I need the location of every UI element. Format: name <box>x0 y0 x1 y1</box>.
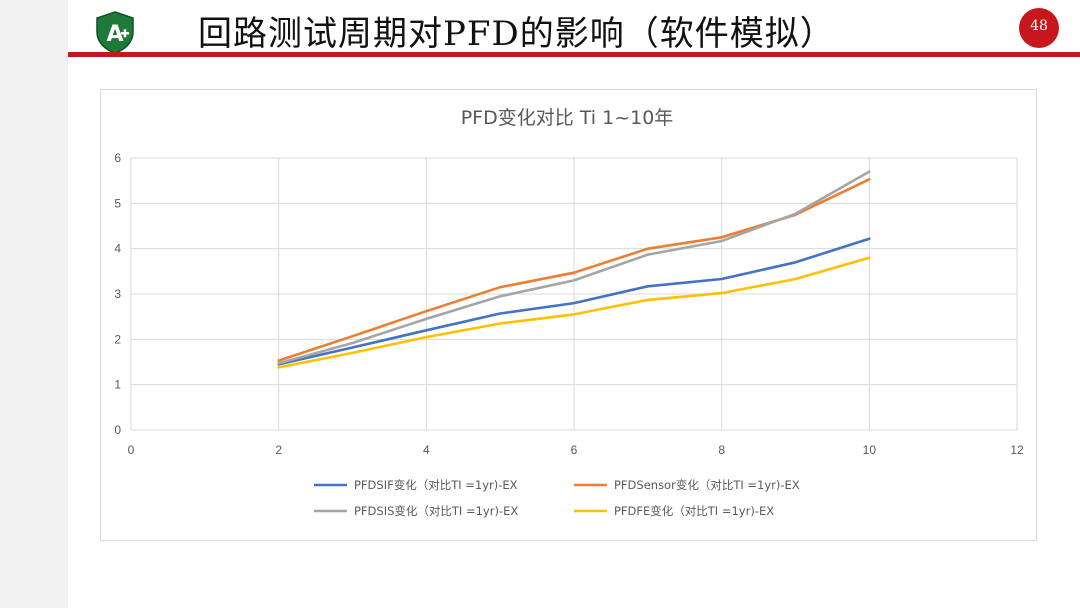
legend: PFDSIF变化（对比TI =1yr)-EX PFDSensor变化（对比TI =… <box>314 478 800 518</box>
y-tick-label: 4 <box>114 242 121 256</box>
legend-label: PFDFE变化（对比TI =1yr)-EX <box>614 504 774 518</box>
x-tick-label: 0 <box>128 443 135 457</box>
series-line-3 <box>277 170 871 365</box>
chart-title: PFD变化对比 Ti 1~10年 <box>461 107 674 129</box>
logo-letter: A <box>106 22 123 47</box>
legend-label: PFDSIS变化（对比TI =1yr)-EX <box>354 504 518 518</box>
legend-label: PFDSensor变化（对比TI =1yr)-EX <box>614 478 800 492</box>
series-lines <box>277 170 871 369</box>
x-tick-label: 4 <box>423 443 430 457</box>
x-tick-label: 6 <box>571 443 578 457</box>
y-tick-label: 3 <box>114 287 121 301</box>
x-tick-label: 8 <box>718 443 725 457</box>
title-rule <box>68 52 1080 57</box>
grid-lines <box>130 157 1018 431</box>
series-line-1 <box>277 237 871 366</box>
y-tick-label: 2 <box>114 332 121 346</box>
y-tick-label: 1 <box>114 378 121 392</box>
left-margin-strip <box>0 0 68 608</box>
x-tick-label: 10 <box>863 443 877 457</box>
x-tick-label: 2 <box>275 443 282 457</box>
y-tick-label: 5 <box>114 196 121 210</box>
shield-logo-icon: A <box>96 11 134 54</box>
page-number-badge <box>1019 8 1059 48</box>
page-number: 48 <box>1030 18 1048 34</box>
series-line-4 <box>277 256 871 369</box>
slide-title: 回路测试周期对PFD的影响（软件模拟） <box>198 14 835 54</box>
x-tick-label: 12 <box>1010 443 1024 457</box>
legend-label: PFDSIF变化（对比TI =1yr)-EX <box>354 478 518 492</box>
y-tick-label: 6 <box>114 151 121 165</box>
y-tick-label: 0 <box>114 423 121 437</box>
